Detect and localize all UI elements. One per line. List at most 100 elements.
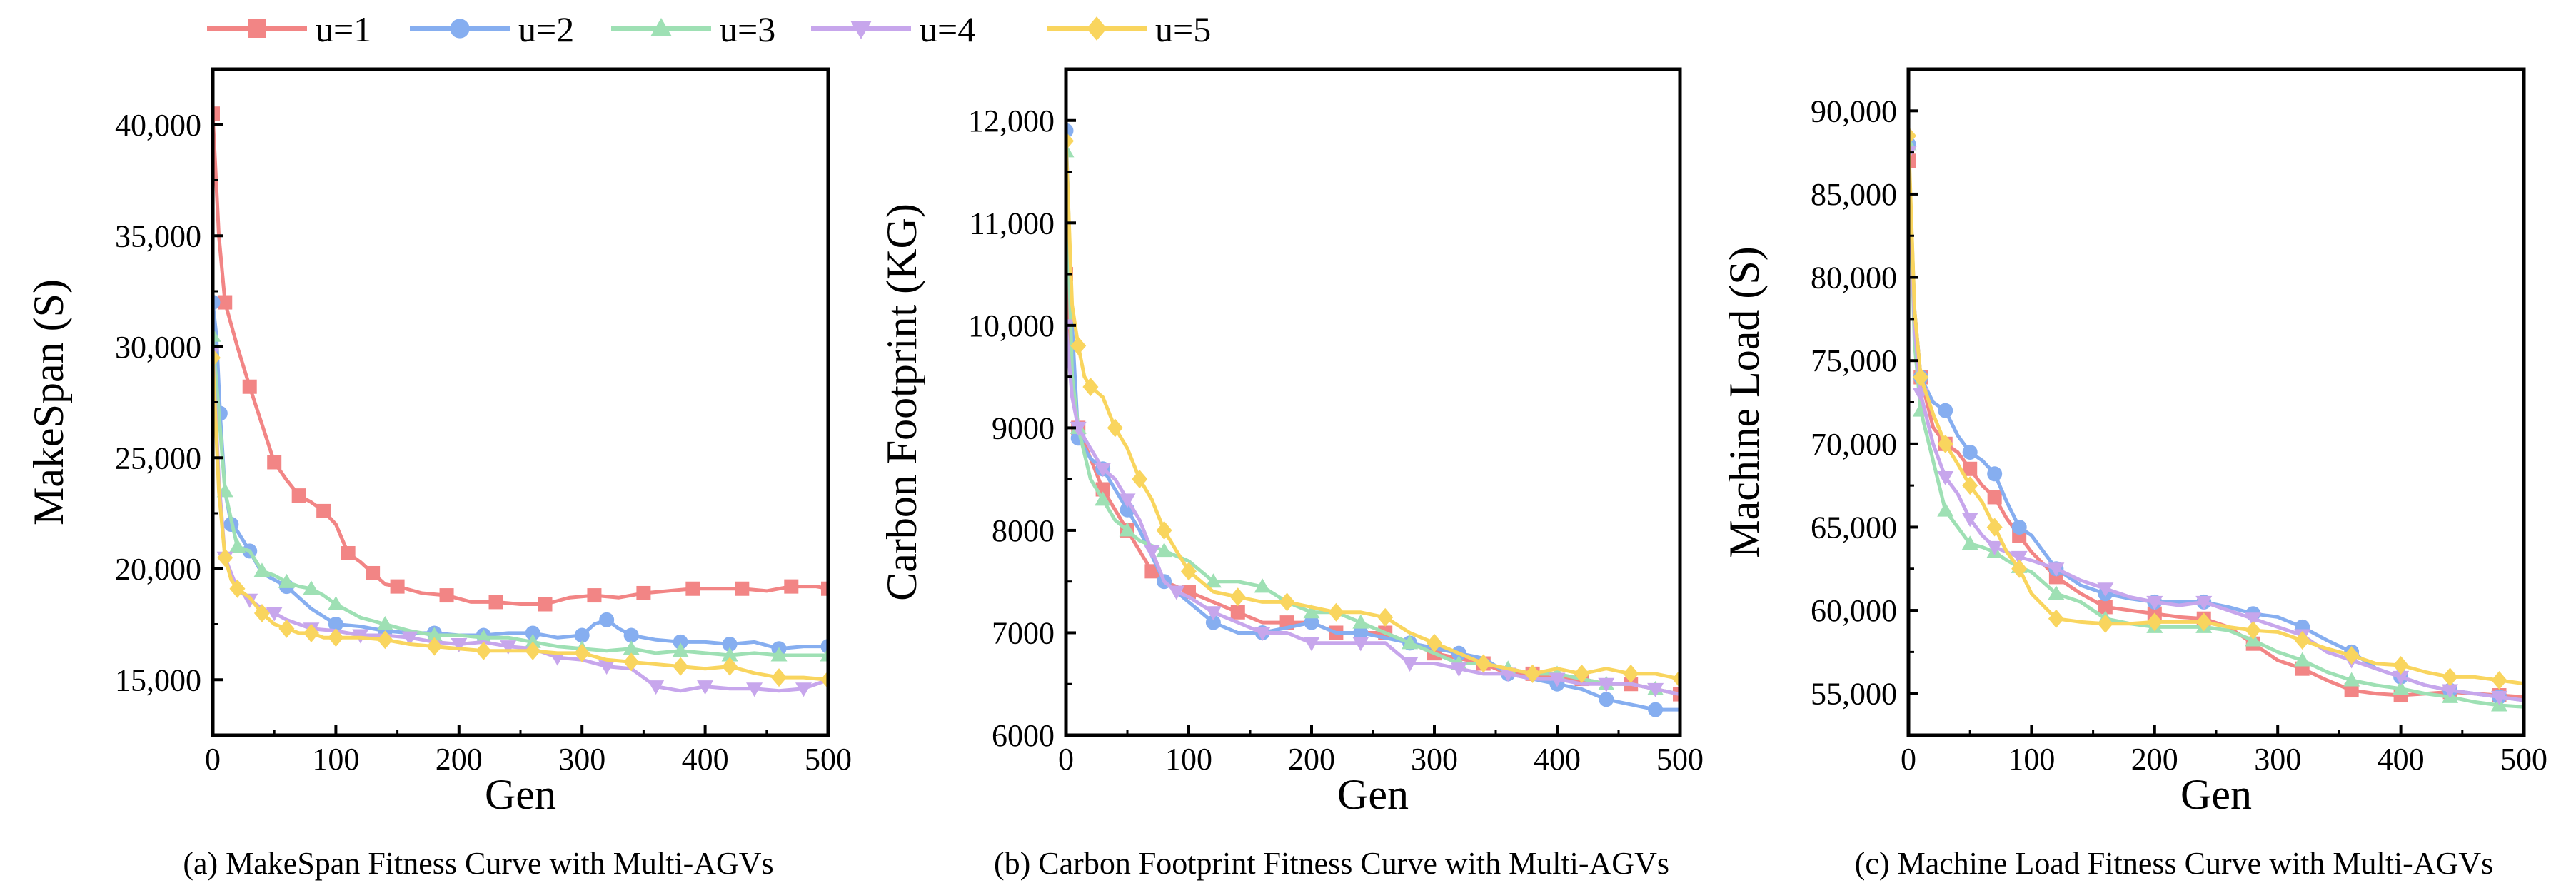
data-point-u5	[1229, 587, 1246, 607]
data-point-u4	[1450, 662, 1467, 677]
data-point-u5	[574, 643, 590, 662]
x-tick-label: 0	[205, 742, 221, 777]
legend-marker-diamond	[1086, 16, 1107, 41]
data-point-u1	[784, 579, 799, 594]
data-point-u4	[1352, 637, 1369, 652]
data-point-u3	[2343, 672, 2360, 687]
data-point-u3	[1156, 543, 1173, 558]
data-point-u3	[228, 538, 246, 553]
data-point-u1	[1230, 605, 1245, 620]
data-point-u1	[341, 545, 356, 560]
x-tick-label: 300	[558, 742, 605, 777]
legend-label: u=2	[518, 9, 574, 49]
data-point-u2	[213, 295, 221, 311]
data-point-u5	[1427, 633, 1442, 652]
data-point-u1	[538, 597, 553, 612]
data-point-u5	[278, 619, 295, 638]
chart-caption: (a) MakeSpan Fitness Curve with Multi-AG…	[183, 846, 773, 881]
data-point-u3	[1402, 635, 1419, 650]
data-point-u4	[549, 651, 566, 666]
data-point-u3	[1961, 535, 1978, 550]
legend-item-u3: u=3	[611, 9, 775, 49]
data-point-u5	[229, 579, 246, 598]
data-point-u5	[213, 348, 221, 368]
data-point-u4	[746, 682, 763, 697]
data-point-u5	[2097, 614, 2113, 633]
plot-frame	[211, 67, 830, 737]
series-line-u4	[1908, 152, 2524, 702]
y-tick-label: 9000	[992, 410, 1055, 445]
y-tick-label: 60,000	[1811, 593, 1897, 628]
data-point-u5	[2011, 559, 2028, 578]
data-point-u1	[267, 455, 282, 470]
y-axis-title: Carbon Footprint (KG)	[878, 203, 925, 601]
data-point-u2	[1353, 625, 1369, 640]
data-point-u4	[1961, 513, 1978, 528]
legend-label: u=5	[1155, 9, 1211, 49]
y-axis-title: Machine Load (S)	[1721, 246, 1768, 558]
data-point-u3	[213, 327, 221, 342]
y-tick-label: 11,000	[970, 206, 1055, 241]
data-point-u3	[376, 616, 393, 630]
data-point-u1	[1987, 490, 2002, 505]
legend-label: u=4	[920, 9, 975, 49]
data-point-u5	[1908, 126, 1916, 146]
data-point-u5	[377, 630, 393, 650]
data-point-u5	[1328, 602, 1344, 622]
data-point-u2	[1648, 702, 1664, 717]
series-line-u1	[213, 113, 828, 606]
data-point-u2	[1304, 615, 1319, 630]
data-point-u1	[685, 581, 700, 596]
x-tick-label: 100	[1165, 742, 1212, 777]
data-point-u4	[2011, 550, 2028, 565]
data-point-u3	[524, 633, 541, 648]
data-point-u1	[821, 581, 828, 596]
data-point-u5	[722, 657, 738, 676]
data-point-u5	[1082, 377, 1099, 396]
data-point-u4	[1070, 421, 1087, 436]
data-point-u4	[1598, 677, 1615, 692]
data-point-u5	[1962, 476, 1978, 495]
y-tick-label: 55,000	[1811, 677, 1897, 712]
data-point-u4	[697, 680, 714, 695]
data-point-u5	[1377, 607, 1394, 627]
data-point-u5	[2294, 631, 2310, 650]
data-point-u4	[1143, 545, 1160, 560]
data-point-u4	[2146, 595, 2163, 610]
data-point-u5	[2195, 612, 2212, 632]
data-point-u5	[2442, 667, 2458, 687]
data-point-u5	[673, 657, 689, 676]
data-point-u1	[2344, 683, 2359, 698]
data-point-u4	[1168, 585, 1185, 600]
data-point-u4	[2048, 562, 2065, 577]
data-point-u5	[771, 668, 788, 687]
data-point-u5	[217, 548, 233, 567]
legend-item-u1: u=1	[207, 9, 371, 49]
data-point-u5	[2048, 609, 2064, 628]
series-line-u5	[1908, 136, 2524, 686]
data-point-u5	[1524, 664, 1541, 683]
data-point-u2	[525, 625, 540, 641]
data-point-u1	[366, 565, 381, 580]
data-point-u1	[1144, 564, 1159, 579]
data-point-u5	[1156, 520, 1172, 540]
legend-item-u2: u=2	[410, 9, 574, 49]
data-point-u3	[1303, 604, 1320, 619]
y-tick-label: 15,000	[115, 662, 201, 697]
y-tick-label: 35,000	[115, 218, 201, 253]
data-point-u4	[500, 640, 517, 655]
data-point-u4	[648, 680, 665, 695]
data-point-u5	[253, 603, 270, 622]
carbon-footprint-chart: 0 100 200 300 400 500 6000 7000 8000 9000 10,000 11…	[878, 67, 1704, 881]
data-point-u2	[1962, 444, 1978, 460]
data-point-u4	[1204, 606, 1222, 621]
data-point-u2	[1599, 692, 1614, 707]
data-point-u5	[1913, 368, 1929, 387]
data-point-u1	[1963, 461, 1978, 476]
y-tick-label: 30,000	[115, 330, 201, 365]
data-point-u3	[770, 647, 788, 662]
data-point-u5	[2146, 612, 2163, 632]
series-line-u4	[1066, 325, 1680, 697]
data-point-u1	[1908, 153, 1916, 168]
